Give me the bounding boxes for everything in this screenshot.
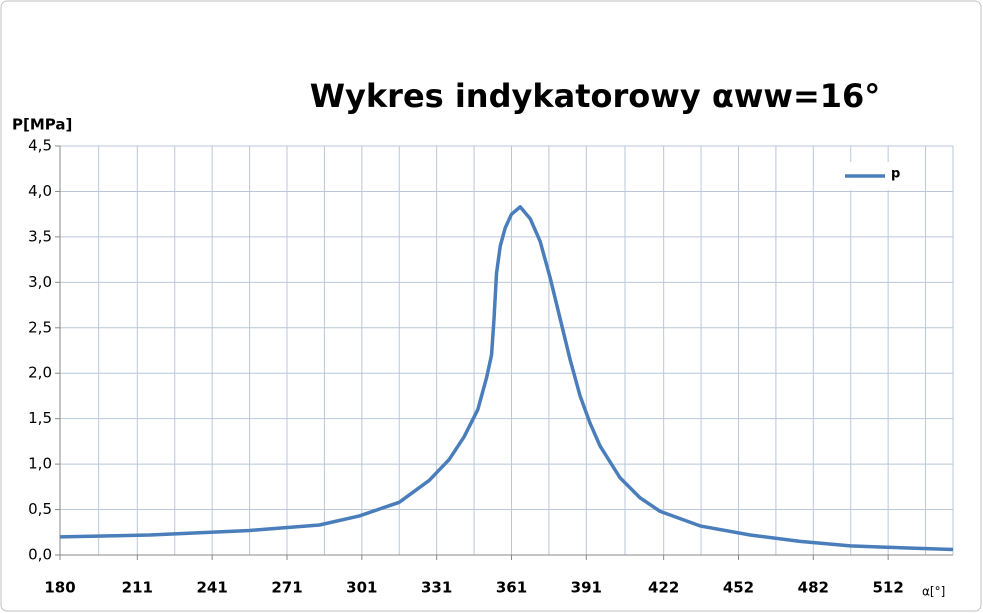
y-tick-label: 2,0: [28, 364, 52, 382]
x-tick-label: 452: [723, 579, 754, 597]
y-tick-label: 3,5: [28, 227, 52, 245]
legend-label: p: [891, 167, 900, 182]
x-tick-label: 211: [122, 579, 153, 597]
x-tick-label: 180: [44, 579, 75, 597]
x-tick-label: 482: [798, 579, 829, 597]
x-axis-label: α[°]: [922, 585, 945, 599]
y-tick-label: 2,5: [28, 318, 52, 336]
x-tick-label: 422: [648, 579, 679, 597]
x-tick-label: 241: [197, 579, 228, 597]
data-line: [59, 205, 954, 552]
y-tick-label: 1,0: [28, 455, 52, 473]
x-tick-label: 301: [346, 579, 377, 597]
chart-title: Wykres indykatorowy αww=16°: [310, 77, 881, 115]
y-tick-label: 0,5: [28, 500, 52, 518]
x-tick-label: 331: [421, 579, 452, 597]
x-tick-label: 391: [571, 579, 602, 597]
y-tick-label: 4,0: [28, 182, 52, 200]
y-tick-label: 1,5: [28, 409, 52, 427]
x-tick-label: 512: [872, 579, 903, 597]
x-tick-label: 361: [496, 579, 527, 597]
y-tick-label: 3,0: [28, 273, 52, 291]
x-tick-label: 271: [271, 579, 302, 597]
y-axis-label: P[MPa]: [12, 116, 72, 134]
y-tick-label: 4,5: [28, 137, 52, 155]
y-tick-label: 0,0: [28, 546, 52, 564]
